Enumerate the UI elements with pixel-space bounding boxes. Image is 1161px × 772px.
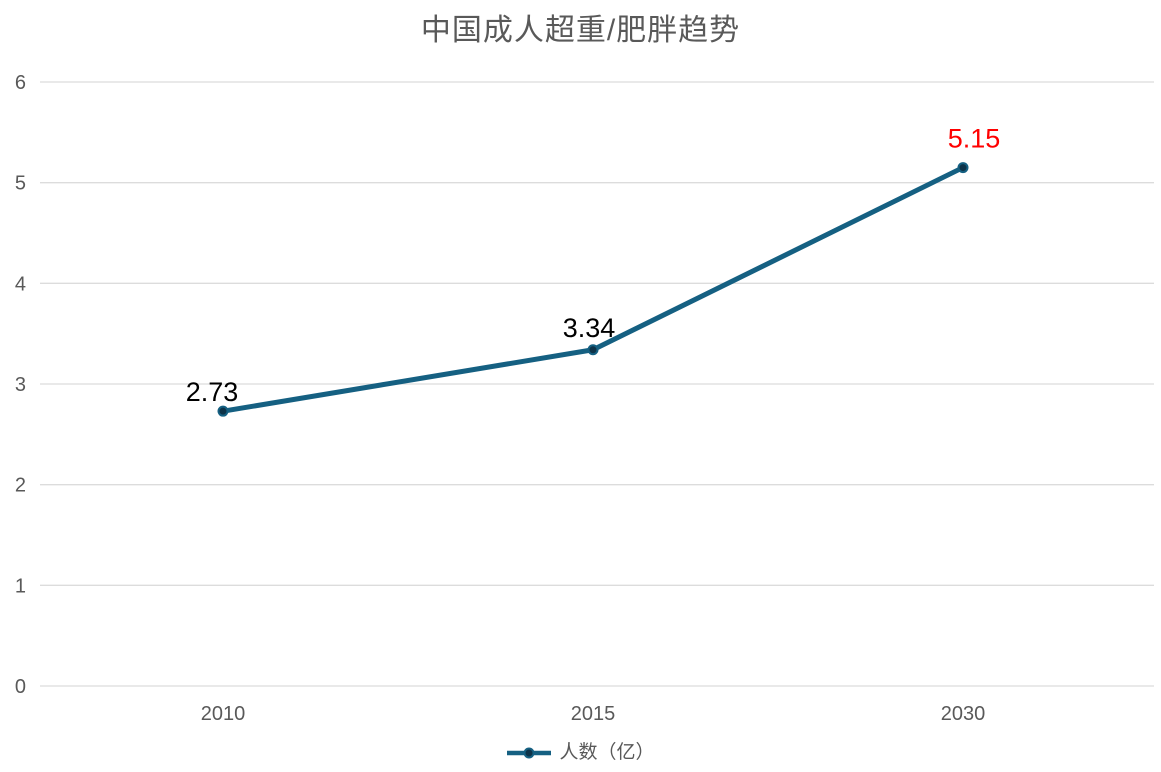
y-tick-label: 6 [15, 72, 26, 94]
data-point-label: 5.15 [948, 124, 1001, 154]
y-tick-label: 0 [15, 676, 26, 698]
data-point-label: 3.34 [563, 313, 616, 343]
y-tick-label: 3 [15, 374, 26, 396]
x-tick-label: 2010 [201, 703, 246, 725]
y-tick-label: 5 [15, 173, 26, 195]
data-point-marker [217, 405, 229, 417]
y-tick-label: 4 [15, 273, 26, 295]
legend-line-marker-icon [507, 747, 552, 759]
y-tick-label: 2 [15, 475, 26, 497]
data-point-marker [957, 162, 969, 174]
legend-item[interactable]: 人数（亿） [506, 740, 655, 766]
data-point-marker [587, 344, 599, 356]
x-tick-label: 2015 [571, 703, 616, 725]
legend: 人数（亿） [0, 740, 1161, 766]
legend-series-label: 人数（亿） [559, 742, 655, 763]
chart-title: 中国成人超重/肥胖趋势 [420, 14, 741, 47]
data-point-label: 2.73 [186, 377, 239, 407]
y-tick-label: 1 [15, 575, 26, 597]
series-line [220, 165, 966, 414]
x-tick-label: 2030 [941, 703, 986, 725]
